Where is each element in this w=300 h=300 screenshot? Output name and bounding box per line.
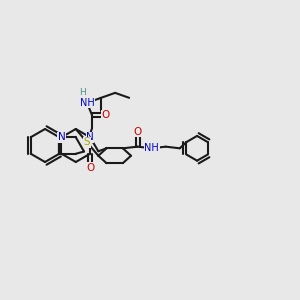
Text: H: H (79, 88, 86, 97)
Text: NH: NH (144, 143, 159, 153)
Text: S: S (84, 137, 90, 147)
Text: O: O (134, 127, 142, 137)
Text: NH: NH (80, 98, 94, 108)
Text: O: O (101, 110, 109, 120)
Text: N: N (86, 132, 94, 142)
Text: O: O (86, 163, 94, 173)
Text: N: N (58, 132, 65, 142)
